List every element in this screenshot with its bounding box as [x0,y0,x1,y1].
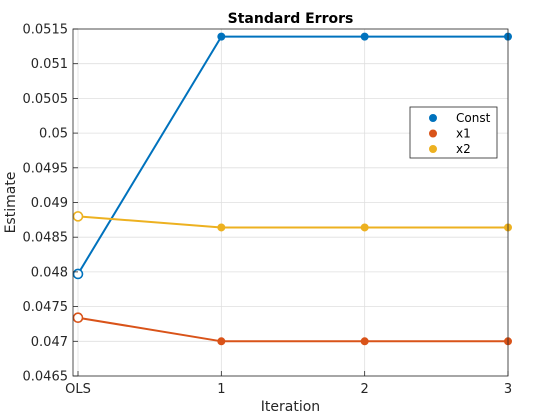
y-tick-label: 0.0515 [23,23,69,38]
y-tick-label: 0.047 [31,335,68,350]
series-layer [72,32,512,346]
legend-marker [429,129,437,138]
y-tick-label: 0.051 [31,57,68,72]
y-tick-label: 0.0505 [23,92,69,107]
data-point-ols [72,268,84,280]
y-tick-label: 0.0495 [23,161,69,176]
x-axis-label: Iteration [261,399,320,415]
y-tick-label: 0.0485 [23,231,69,246]
y-tick-label: 0.048 [31,265,68,280]
y-axis-label: Estimate [3,172,19,234]
x-tick-label: 2 [361,382,369,397]
x-tick-label: 3 [504,382,512,397]
data-point [217,337,226,346]
series-line [77,316,508,343]
legend-label: x2 [456,142,471,156]
series-const [72,32,512,280]
data-point [360,32,369,41]
legend-marker [429,114,437,122]
series-line [77,215,508,229]
legend-label: x1 [456,127,471,141]
data-point-ols [72,211,84,222]
data-point-ols [72,312,84,324]
x-tick-label: 1 [217,382,225,397]
series-x2 [72,211,512,232]
legend-marker [429,145,437,153]
y-tick-label: 0.0475 [23,300,69,315]
series-line [77,35,508,275]
y-tick-label: 0.0465 [23,370,69,385]
y-axis-ticks: 0.0465 0.047 0.0475 0.048 0.0485 0.049 0.0495 0… [23,23,78,385]
legend-box [409,106,498,159]
data-point [360,223,369,232]
x-axis-ticks: OLS 1 2 3 [65,371,512,397]
data-point [217,32,226,41]
chart-title: Standard Errors [228,11,354,27]
data-point [217,223,226,232]
x-tick-label: OLS [65,382,91,397]
y-tick-label: 0.05 [39,127,68,142]
y-tick-label: 0.049 [31,196,68,211]
legend-label: Const [456,111,491,125]
data-point [360,337,369,346]
